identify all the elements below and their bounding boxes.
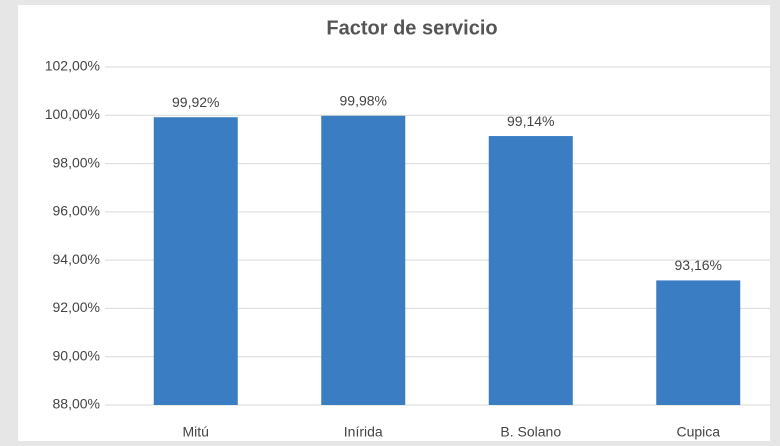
y-tick-label: 88,00% <box>53 396 100 412</box>
y-tick-label: 96,00% <box>53 203 100 219</box>
data-label: 99,98% <box>340 92 387 108</box>
y-tick-label: 92,00% <box>53 299 100 315</box>
y-tick-label: 90,00% <box>53 347 100 363</box>
bar <box>153 117 238 406</box>
y-tick-label: 94,00% <box>53 251 100 267</box>
x-tick-label: Cupica <box>676 424 720 440</box>
data-label: 93,16% <box>675 257 722 273</box>
y-tick-label: 100,00% <box>45 106 100 122</box>
x-tick-label: Mitú <box>183 424 209 440</box>
bar <box>321 115 406 406</box>
bar <box>656 280 741 405</box>
bar <box>488 136 573 405</box>
x-tick-label: B. Solano <box>500 424 561 440</box>
data-label: 99,92% <box>172 94 219 110</box>
data-label: 99,14% <box>507 113 554 129</box>
y-tick-label: 102,00% <box>45 58 100 74</box>
chart-title: Factor de servicio <box>326 17 497 39</box>
x-tick-label: Inírida <box>344 424 383 440</box>
y-tick-label: 98,00% <box>53 154 100 170</box>
